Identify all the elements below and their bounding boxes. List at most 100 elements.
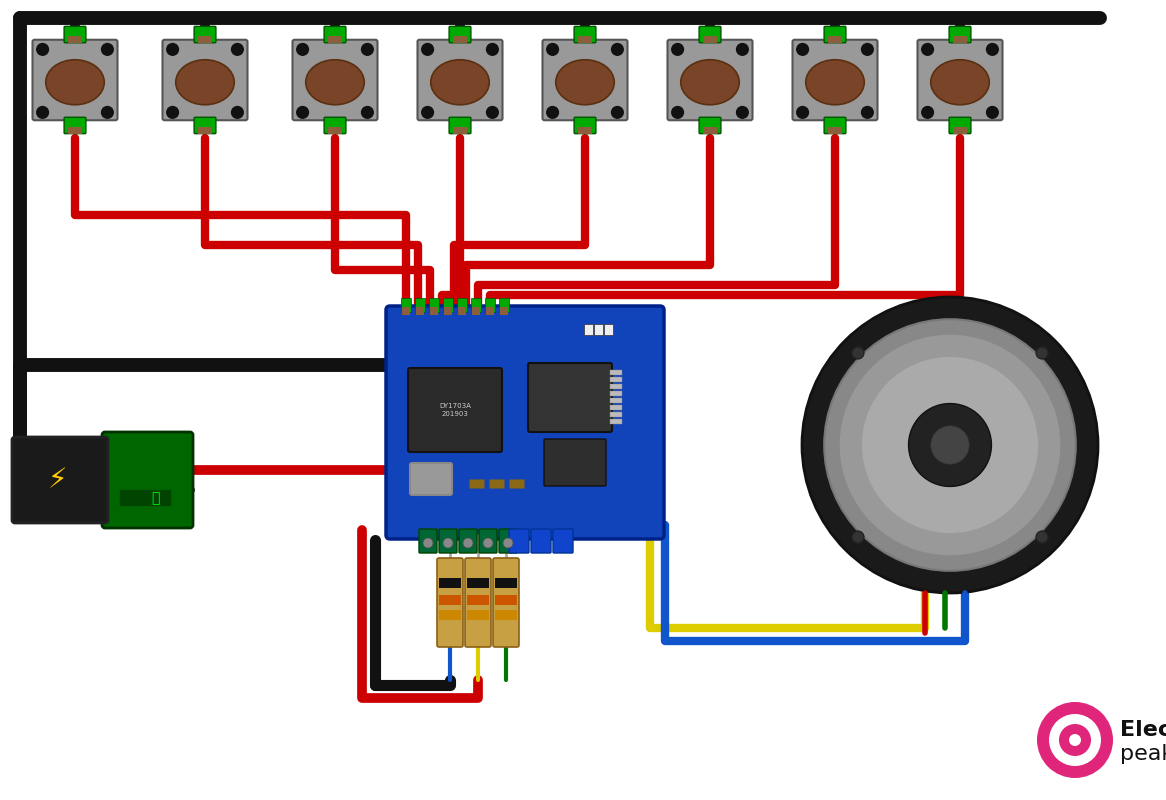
Circle shape <box>297 43 309 55</box>
Ellipse shape <box>556 60 614 105</box>
Bar <box>198 126 212 134</box>
Ellipse shape <box>176 60 234 105</box>
Circle shape <box>422 106 434 118</box>
Text: peak !: peak ! <box>1121 744 1166 764</box>
FancyBboxPatch shape <box>604 325 613 335</box>
FancyBboxPatch shape <box>584 325 593 335</box>
Circle shape <box>37 43 49 55</box>
FancyBboxPatch shape <box>595 325 604 335</box>
FancyBboxPatch shape <box>12 437 108 523</box>
Circle shape <box>1049 714 1101 766</box>
Circle shape <box>167 43 178 55</box>
Circle shape <box>361 43 373 55</box>
Circle shape <box>672 106 683 118</box>
Circle shape <box>232 106 244 118</box>
Circle shape <box>1037 531 1048 543</box>
Bar <box>429 298 440 312</box>
FancyBboxPatch shape <box>194 118 216 134</box>
Circle shape <box>672 43 683 55</box>
Circle shape <box>862 106 873 118</box>
Circle shape <box>852 531 864 543</box>
Circle shape <box>1069 734 1081 746</box>
Circle shape <box>486 43 498 55</box>
Bar <box>471 298 482 312</box>
FancyBboxPatch shape <box>574 26 596 42</box>
FancyBboxPatch shape <box>324 26 346 42</box>
FancyBboxPatch shape <box>542 40 627 120</box>
Circle shape <box>1059 724 1091 756</box>
Bar <box>430 307 438 315</box>
FancyBboxPatch shape <box>324 118 346 134</box>
FancyBboxPatch shape <box>531 529 552 553</box>
Ellipse shape <box>305 60 364 105</box>
Bar <box>610 391 621 396</box>
Text: Electro: Electro <box>1121 720 1166 740</box>
Bar <box>440 578 461 588</box>
Ellipse shape <box>930 60 989 105</box>
FancyBboxPatch shape <box>465 558 491 647</box>
Circle shape <box>796 43 808 55</box>
Circle shape <box>737 106 749 118</box>
FancyBboxPatch shape <box>449 26 471 42</box>
FancyBboxPatch shape <box>386 306 663 539</box>
Circle shape <box>486 106 498 118</box>
FancyBboxPatch shape <box>479 529 497 553</box>
Bar <box>402 307 410 315</box>
Circle shape <box>862 356 1039 534</box>
Ellipse shape <box>45 60 104 105</box>
FancyBboxPatch shape <box>667 40 752 120</box>
Bar <box>610 384 621 389</box>
Circle shape <box>547 43 559 55</box>
Bar <box>496 595 517 605</box>
FancyBboxPatch shape <box>64 26 86 42</box>
FancyBboxPatch shape <box>949 26 971 42</box>
Bar <box>69 36 82 43</box>
Circle shape <box>232 43 244 55</box>
Circle shape <box>167 106 178 118</box>
Bar <box>486 307 494 315</box>
Bar <box>954 126 967 134</box>
Bar <box>120 490 170 505</box>
Bar <box>500 307 508 315</box>
FancyBboxPatch shape <box>470 479 485 489</box>
Bar <box>610 419 621 424</box>
Circle shape <box>1037 702 1114 778</box>
FancyBboxPatch shape <box>101 432 194 528</box>
Circle shape <box>986 106 998 118</box>
Bar <box>416 307 424 315</box>
Circle shape <box>840 334 1061 556</box>
FancyBboxPatch shape <box>440 529 457 553</box>
Bar <box>458 307 466 315</box>
Bar <box>454 126 466 134</box>
FancyBboxPatch shape <box>510 529 529 553</box>
Circle shape <box>1037 347 1048 359</box>
FancyBboxPatch shape <box>824 118 845 134</box>
Bar <box>472 307 480 315</box>
Bar <box>828 126 842 134</box>
Circle shape <box>796 106 808 118</box>
Circle shape <box>930 426 969 464</box>
FancyBboxPatch shape <box>528 363 612 432</box>
Bar <box>578 36 592 43</box>
Circle shape <box>862 43 873 55</box>
Bar <box>954 36 967 43</box>
FancyBboxPatch shape <box>793 40 878 120</box>
Bar <box>499 298 510 312</box>
Circle shape <box>101 43 113 55</box>
Circle shape <box>737 43 749 55</box>
Text: ⚡: ⚡ <box>48 466 66 494</box>
Bar <box>440 610 461 620</box>
FancyBboxPatch shape <box>574 118 596 134</box>
Bar <box>468 578 489 588</box>
Bar <box>457 298 468 312</box>
FancyBboxPatch shape <box>33 40 118 120</box>
Bar <box>703 36 717 43</box>
Ellipse shape <box>681 60 739 105</box>
Circle shape <box>423 538 433 548</box>
FancyBboxPatch shape <box>408 368 503 452</box>
Circle shape <box>852 347 864 359</box>
Bar <box>828 36 842 43</box>
Bar <box>485 298 496 312</box>
FancyBboxPatch shape <box>949 118 971 134</box>
Bar <box>610 398 621 403</box>
